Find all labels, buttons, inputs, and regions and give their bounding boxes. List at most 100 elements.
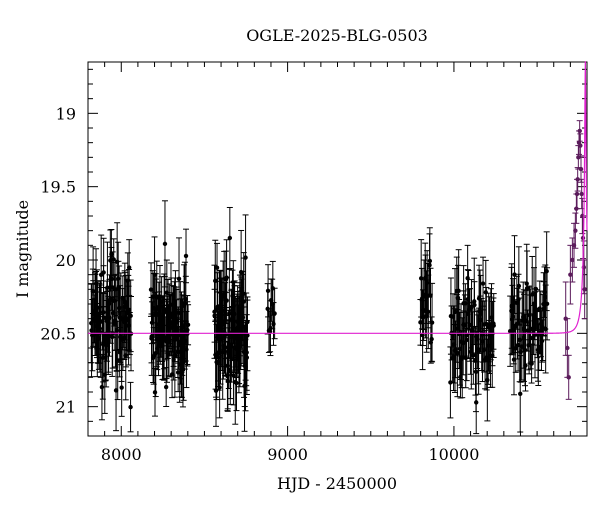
data-point (89, 320, 94, 326)
data-point (126, 323, 131, 328)
data-point (455, 295, 461, 301)
data-point (530, 292, 535, 297)
data-point (448, 380, 453, 385)
data-point (123, 353, 128, 358)
data-point (428, 293, 433, 298)
data-point (97, 305, 102, 310)
data-point (544, 301, 550, 307)
data-point (152, 390, 158, 395)
data-point (226, 351, 232, 357)
data-point (122, 304, 127, 309)
data-point (463, 301, 468, 306)
data-point (114, 328, 119, 333)
data-point (101, 270, 106, 275)
data-point (537, 306, 542, 311)
data-point (424, 280, 430, 286)
data-point (421, 307, 426, 313)
data-point (166, 352, 171, 357)
data-point (93, 281, 99, 286)
data-point (577, 128, 582, 134)
data-point (119, 385, 124, 390)
data-point (265, 306, 270, 312)
data-point (183, 296, 189, 302)
data-point (543, 294, 548, 300)
data-point (451, 342, 457, 347)
data-point (490, 353, 495, 358)
data-point (574, 191, 580, 197)
data-point (232, 311, 237, 317)
data-point (112, 298, 117, 304)
data-point (420, 332, 425, 338)
data-point (513, 346, 518, 351)
data-point (516, 296, 521, 302)
data-point (427, 258, 433, 264)
data-point (509, 303, 514, 309)
data-point (460, 355, 465, 360)
data-point (462, 323, 468, 328)
data-point (268, 297, 274, 303)
data-point (220, 350, 225, 355)
data-point (107, 315, 112, 320)
data-point (115, 276, 121, 281)
data-point (472, 299, 477, 304)
data-point (149, 334, 154, 339)
data-point (524, 286, 530, 291)
data-point (422, 275, 428, 281)
data-point (427, 262, 432, 268)
data-point (271, 321, 276, 327)
data-point (109, 252, 114, 257)
data-point (90, 332, 95, 338)
data-point (159, 327, 165, 332)
data-point (542, 289, 547, 295)
data-point (419, 296, 425, 301)
data-point (568, 272, 573, 277)
data-point (520, 318, 525, 323)
data-point (92, 316, 97, 321)
data-point (183, 338, 188, 344)
data-point (464, 337, 469, 343)
data-point (164, 290, 170, 295)
data-point (219, 297, 224, 303)
data-point (541, 301, 546, 307)
data-point (97, 326, 103, 331)
data-point (518, 349, 523, 355)
data-point (159, 299, 164, 305)
data-point (239, 319, 244, 324)
data-point (225, 363, 230, 369)
data-point (174, 320, 180, 325)
data-point (172, 337, 178, 342)
data-point (457, 346, 463, 351)
data-point (524, 281, 529, 286)
data-point (429, 320, 435, 325)
data-point (171, 357, 176, 362)
data-point (521, 314, 526, 320)
data-point (418, 320, 423, 325)
data-point (573, 228, 578, 233)
data-point (163, 384, 169, 390)
data-point (222, 345, 228, 350)
data-point (458, 374, 463, 380)
data-point (529, 361, 534, 366)
data-point (527, 312, 532, 318)
data-point (450, 314, 456, 319)
data-point (103, 355, 108, 360)
data-point (484, 321, 489, 327)
data-point (175, 370, 181, 375)
data-point (236, 337, 242, 342)
data-point (153, 350, 158, 356)
data-point (464, 333, 469, 338)
error-bars (88, 120, 588, 435)
data-point (112, 287, 118, 292)
data-point (128, 313, 133, 319)
data-point (153, 307, 159, 312)
data-point (231, 303, 236, 309)
data-point (242, 383, 247, 389)
data-point (455, 350, 460, 356)
data-point (515, 342, 521, 348)
x-tick-label: 10000 (428, 445, 479, 464)
data-point (539, 338, 545, 344)
data-point (178, 310, 183, 316)
data-point (468, 349, 473, 355)
data-point (526, 343, 531, 348)
